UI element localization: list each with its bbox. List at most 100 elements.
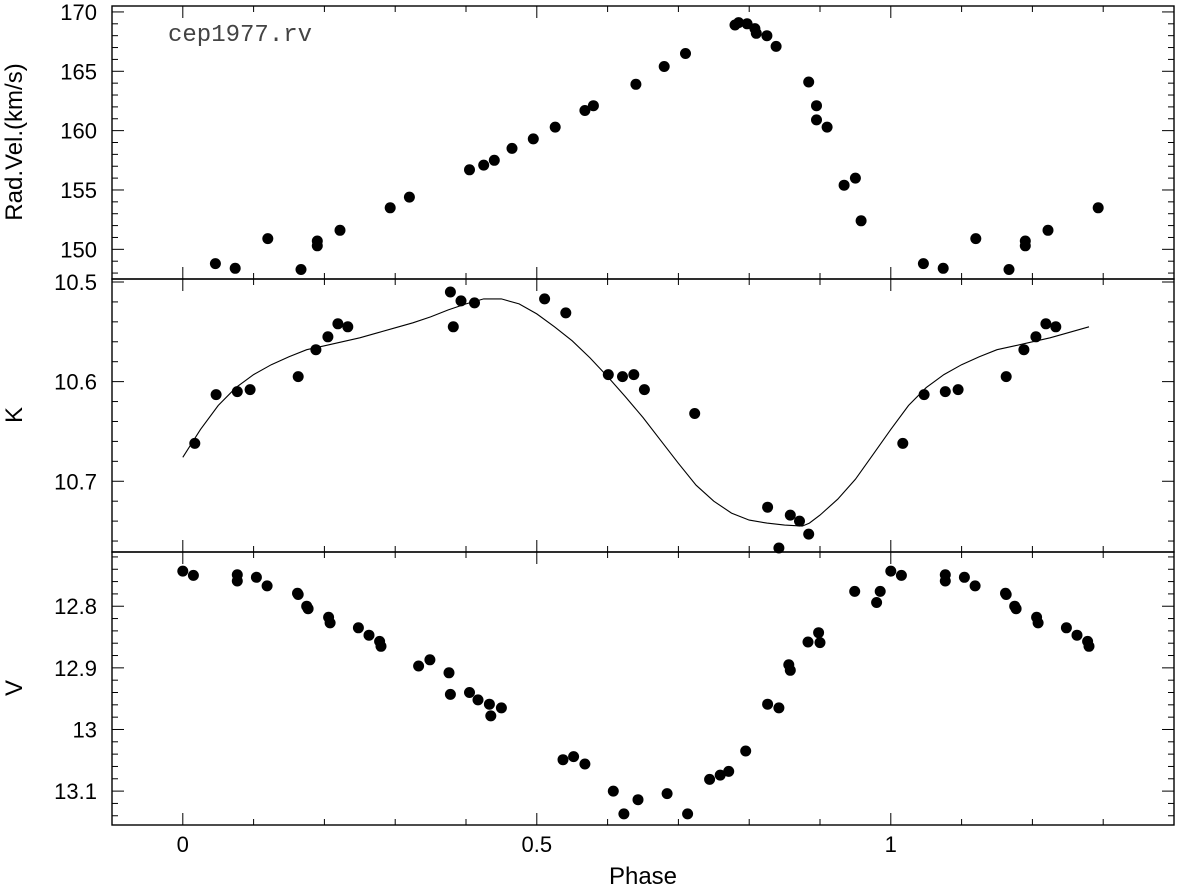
radial-velocity-ticks: 150 155 160 165 170 [60, 0, 1174, 279]
radial-velocity-data-point [1003, 264, 1015, 275]
k-band-data-point [310, 344, 322, 356]
radial-velocity-data-point [506, 142, 518, 154]
k-band-data-point [773, 542, 785, 554]
v-band-data-point [969, 580, 981, 592]
radial-velocity-data-point [630, 78, 642, 90]
radial-velocity-data-point [464, 164, 475, 176]
radial-velocity-data-point [849, 172, 861, 184]
k-band-data-point [952, 384, 964, 396]
v-band-data-point [363, 629, 375, 641]
v-band-data-point [443, 667, 455, 679]
radial-velocity-data-point [579, 105, 591, 116]
v-band-data-point [871, 597, 883, 608]
v-band-ytick-label: 12.8 [54, 594, 97, 619]
radial-velocity-data-point [311, 240, 323, 252]
radial-velocity-data-point [478, 159, 490, 171]
v-band-panel: 12.8 12.9 13 13.1 0 0.5 1 V Phase [1, 551, 1175, 887]
k-band-data-point [292, 371, 304, 383]
v-band-data-point [618, 808, 630, 820]
v-band-data-point [802, 636, 814, 648]
v-band-data-point [177, 565, 189, 577]
radial-velocity-points [209, 17, 1104, 275]
v-band-data-point [762, 698, 774, 710]
k-band-data-point [689, 408, 701, 419]
k-band-data-point [342, 321, 354, 333]
v-band-data-point [813, 627, 825, 639]
v-band-data-point [557, 754, 569, 766]
radial-velocity-data-point [970, 233, 982, 245]
radial-velocity-data-point [821, 121, 833, 133]
k-band-data-point [469, 297, 480, 309]
v-band-data-point [958, 571, 970, 583]
v-band-data-point [292, 589, 304, 600]
radial-velocity-ytick-label: 150 [60, 237, 97, 262]
k-band-data-point [897, 437, 909, 449]
v-band-data-point [1071, 629, 1083, 641]
v-band-data-point [1060, 622, 1072, 634]
k-band-data-point [939, 386, 951, 398]
radial-velocity-panel: 150 155 160 165 170 cep1977.rv Rad.Vel.(km/s… [1, 0, 1175, 280]
k-band-data-point [210, 389, 222, 401]
phase-tick-label: 1 [885, 832, 897, 857]
radial-velocity-data-point [750, 27, 762, 39]
k-band-model-curve [182, 298, 1090, 527]
v-band-data-point [485, 710, 497, 722]
v-band-data-point [250, 571, 262, 583]
dataset-annotation: cep1977.rv [168, 22, 312, 49]
v-band-data-point [1010, 603, 1022, 615]
v-band-data-point [483, 698, 495, 710]
k-band-data-point [617, 371, 628, 383]
v-band-data-point [661, 788, 673, 800]
v-band-data-point [895, 569, 907, 581]
radial-velocity-data-point [1042, 224, 1054, 236]
k-band-data-point [444, 286, 456, 298]
v-band-data-point [714, 769, 726, 781]
k-band-data-point [332, 318, 344, 330]
k-band-data-point [539, 293, 551, 305]
v-band-data-point [784, 664, 796, 676]
v-band-data-point [352, 622, 364, 634]
radial-velocity-data-point [803, 76, 815, 88]
k-band-data-point [560, 307, 572, 319]
v-band-ticks: 12.8 12.9 13 13.1 0 0.5 1 [54, 552, 1174, 857]
radial-velocity-data-point [384, 202, 396, 214]
radial-velocity-data-point [1092, 202, 1104, 214]
k-band-data-point [231, 386, 243, 398]
k-band-ytick-label: 10.5 [54, 270, 97, 295]
v-band-frame [111, 551, 1175, 826]
v-band-data-point [723, 765, 735, 777]
k-band-data-point [1018, 344, 1030, 356]
k-band-data-point [1030, 331, 1042, 343]
k-band-data-point [455, 295, 467, 307]
v-band-data-point [607, 785, 619, 797]
v-band-data-point [568, 751, 580, 763]
radial-velocity-data-point [1019, 240, 1031, 252]
radial-velocity-ytick-label: 165 [60, 59, 97, 84]
v-band-data-point [495, 702, 507, 714]
radial-velocity-data-point [488, 154, 500, 166]
radial-velocity-data-point [262, 233, 274, 245]
v-band-ytick-label: 13 [73, 717, 97, 742]
radial-velocity-data-point [334, 224, 346, 236]
v-band-ytick-label: 13.1 [54, 779, 97, 804]
v-band-data-point [1032, 617, 1044, 629]
k-band-curves [182, 298, 1090, 527]
k-band-ytick-label: 10.7 [54, 469, 97, 494]
k-band-ticks: 10.5 10.6 10.7 [54, 270, 1174, 552]
v-band-data-point [1000, 589, 1012, 600]
v-band-data-point [413, 660, 425, 672]
radial-velocity-ytick-label: 170 [60, 0, 97, 25]
k-band-data-point [918, 389, 930, 401]
v-band-data-point [424, 654, 436, 666]
v-band-data-point [885, 565, 897, 577]
v-band-data-point [632, 794, 644, 806]
radial-velocity-data-point [295, 264, 307, 275]
radial-velocity-data-point [855, 215, 867, 227]
v-band-ytick-label: 12.9 [54, 656, 97, 681]
k-band-data-point [189, 437, 201, 449]
radial-velocity-axis-label: Rad.Vel.(km/s) [1, 63, 28, 220]
radial-velocity-data-point [770, 40, 782, 52]
v-band-data-point [579, 758, 591, 770]
